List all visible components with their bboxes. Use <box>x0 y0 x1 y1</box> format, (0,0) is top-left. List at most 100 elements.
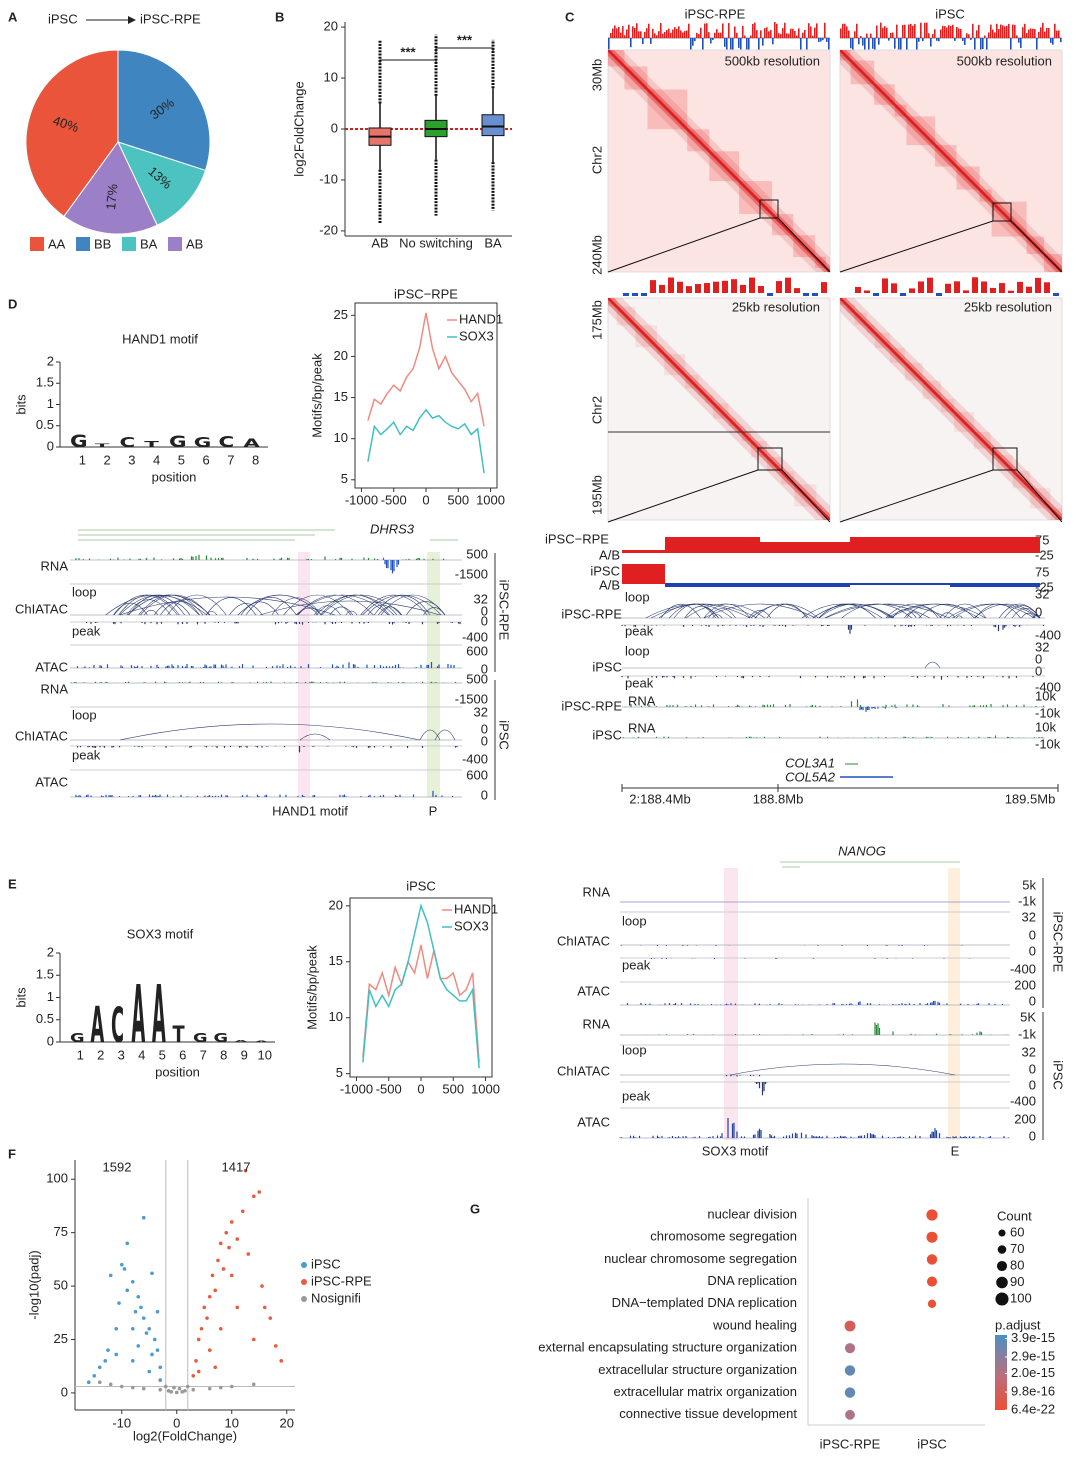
point <box>92 1374 97 1378</box>
compartment-bar <box>738 38 740 48</box>
column-title: iPSC-RPE <box>685 6 746 21</box>
compartment-bar <box>713 281 719 293</box>
point <box>279 1359 284 1363</box>
y-tick-label: 20 <box>334 348 348 363</box>
scale-label: 0 <box>1035 663 1042 678</box>
x-tick-label: -1000 <box>345 492 378 507</box>
compartment-bar <box>803 293 809 296</box>
compartment-bar <box>1028 29 1030 38</box>
loop-arc <box>345 610 358 616</box>
compartment-bar <box>1046 27 1048 38</box>
legend-label: BB <box>94 236 111 251</box>
compartment-bar <box>912 25 914 38</box>
point <box>125 1241 130 1246</box>
slice-label: 17% <box>103 183 120 211</box>
term-label: DNA−templated DNA replication <box>612 1295 797 1310</box>
x-tick-label: 8 <box>220 1047 227 1062</box>
significance-bracket <box>435 47 494 52</box>
loop-arc <box>434 729 456 741</box>
compartment-bar <box>608 38 610 53</box>
compartment-bar <box>1040 27 1042 38</box>
compartment-bar <box>992 29 994 38</box>
term-label: connective tissue development <box>619 1406 797 1421</box>
point <box>136 1344 141 1348</box>
loop-arc <box>887 603 980 619</box>
compartment-bar <box>778 33 780 38</box>
point <box>191 1387 196 1392</box>
compartment-bar <box>916 38 918 51</box>
compartment-bar <box>682 32 684 38</box>
resolution-label: 25kb resolution <box>964 299 1052 314</box>
logo-letter: A <box>234 1040 248 1043</box>
track-label: ATAC <box>35 774 68 789</box>
compartment-bar <box>748 38 750 50</box>
compartment-bar <box>994 32 996 38</box>
highlight <box>948 868 960 1140</box>
significance-bracket <box>379 59 437 64</box>
logo-letter: A <box>243 437 260 450</box>
compartment-bar <box>718 32 720 38</box>
y-tick-label: 10 <box>324 69 338 84</box>
compartment-bar <box>999 283 1005 293</box>
x-tick-label: iPSC <box>917 1436 947 1451</box>
compartment-bar <box>652 28 654 38</box>
color-tick-label: 9.8e-16 <box>1011 1384 1055 1399</box>
y-tick-label: 25 <box>54 1331 68 1346</box>
signal <box>619 1118 1010 1138</box>
y-tick-label: 10 <box>329 1009 343 1024</box>
logo-letter: C <box>219 434 235 451</box>
legend-label: HAND1 <box>459 311 503 326</box>
compartment-bar <box>960 29 962 38</box>
loop-arc <box>143 609 159 616</box>
compartment-bar <box>818 38 820 42</box>
scale-label: 600 <box>466 643 488 658</box>
compartment-bar <box>1056 30 1058 38</box>
loop-arc <box>645 603 750 619</box>
compartment-bar <box>888 38 890 41</box>
logo-letter: G <box>193 1031 208 1045</box>
track-label: RNA <box>628 720 656 735</box>
zoom-line <box>607 469 831 523</box>
legend-label: BA <box>140 236 158 251</box>
compartment-bar <box>702 38 704 53</box>
track-label: loop <box>625 643 650 658</box>
legend-dot <box>301 1262 307 1268</box>
loop-arc <box>956 615 963 619</box>
compartment-bar <box>660 23 662 38</box>
point <box>194 1359 198 1363</box>
logo-letter: G <box>194 435 212 451</box>
point <box>125 1288 130 1293</box>
loop-arc <box>237 594 322 616</box>
compartment-bar <box>972 277 978 293</box>
x-tick-label: -500 <box>381 492 407 507</box>
compartment-bar <box>852 38 854 53</box>
compartment-bar <box>958 28 960 38</box>
chart-title: iPSC−RPE <box>394 286 458 301</box>
box <box>481 114 505 137</box>
compartment-bar <box>824 22 826 38</box>
compartment-bar <box>656 35 658 38</box>
x-tick-label: 500 <box>442 1081 464 1096</box>
signal <box>70 681 457 683</box>
compartment-bar <box>636 23 638 38</box>
compartment-bar <box>642 38 644 45</box>
x-tick-label: 0 <box>422 492 429 507</box>
y-tick-label: 20 <box>324 19 338 34</box>
scale-label: 32 <box>1035 586 1049 601</box>
compartment-bar <box>1060 38 1062 43</box>
diagonal <box>608 50 830 272</box>
zoom-box <box>757 447 783 471</box>
compartment-bar <box>792 28 794 38</box>
compartment-bar <box>1012 24 1014 38</box>
y-tick-label: 2 <box>47 353 54 368</box>
signal <box>620 945 963 946</box>
compartment-bar <box>696 32 698 38</box>
compartment-bar <box>1042 22 1044 38</box>
point <box>196 1337 201 1342</box>
compartment-bar <box>1035 277 1041 293</box>
compartment-bar <box>1006 26 1008 38</box>
compartment-bar <box>988 32 990 38</box>
x-tick-label: 7 <box>227 452 234 467</box>
compartment-bar <box>998 29 1000 38</box>
x-tick-label: 5 <box>159 1047 166 1062</box>
